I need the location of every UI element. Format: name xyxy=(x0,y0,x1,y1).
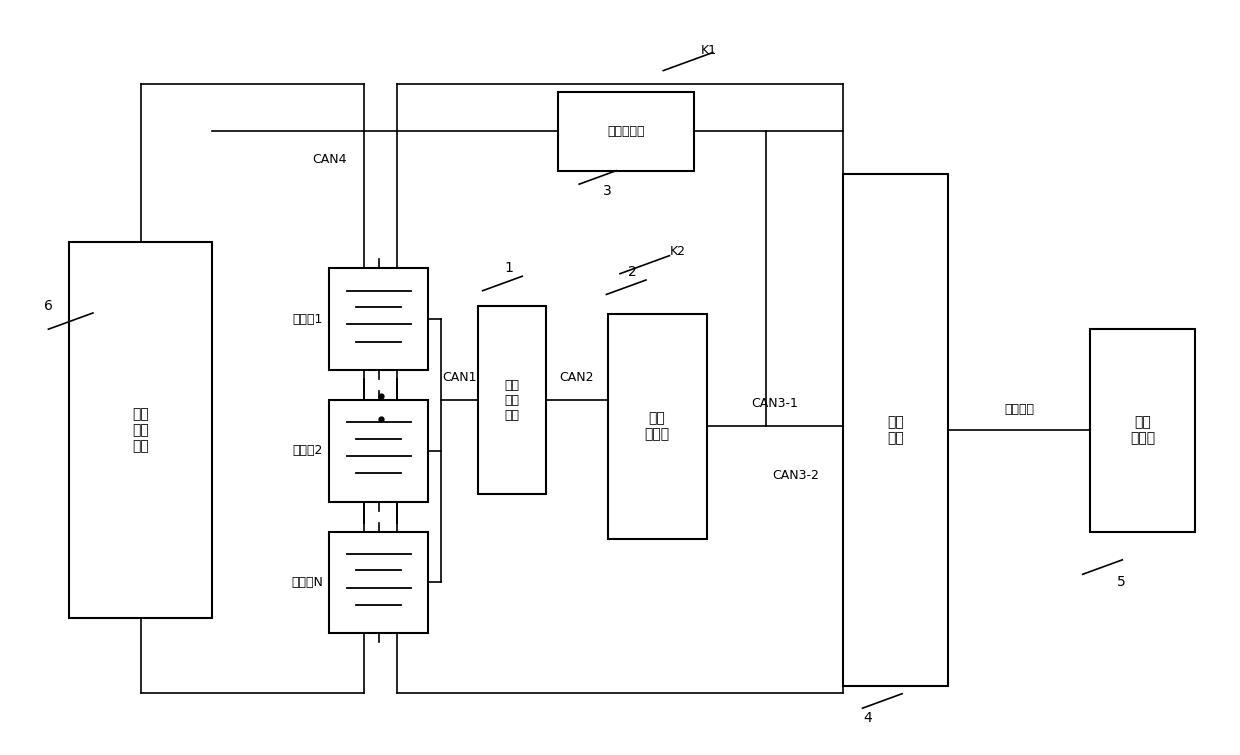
Bar xyxy=(1090,328,1195,532)
Text: 充放
电机: 充放 电机 xyxy=(887,415,904,445)
Text: 4: 4 xyxy=(863,710,872,725)
Text: CAN4: CAN4 xyxy=(312,153,346,166)
Text: CAN1: CAN1 xyxy=(441,371,476,384)
Text: 3: 3 xyxy=(603,184,613,198)
Text: 电池符2: 电池符2 xyxy=(293,445,324,458)
Text: 第三上位机: 第三上位机 xyxy=(608,125,645,137)
Bar xyxy=(843,174,947,686)
Text: 6: 6 xyxy=(43,299,53,313)
Text: 电池符N: 电池符N xyxy=(291,576,324,589)
Text: 2: 2 xyxy=(627,265,637,279)
Bar xyxy=(69,242,212,618)
Text: K1: K1 xyxy=(701,44,717,57)
Text: 以川通讯: 以川通讯 xyxy=(1004,402,1034,415)
Bar xyxy=(477,306,546,494)
Text: 温控
调节
装置: 温控 调节 装置 xyxy=(133,407,149,453)
Text: CAN3-1: CAN3-1 xyxy=(751,397,799,410)
Text: 5: 5 xyxy=(1117,575,1126,589)
Text: CAN3-2: CAN3-2 xyxy=(773,469,820,482)
Text: CAN2: CAN2 xyxy=(559,371,594,384)
Text: 第一
上位机: 第一 上位机 xyxy=(645,411,670,442)
Bar xyxy=(558,91,694,171)
Text: 电池
管理
模块: 电池 管理 模块 xyxy=(505,378,520,421)
Text: 电池符1: 电池符1 xyxy=(293,313,324,325)
Bar xyxy=(330,400,428,501)
Bar xyxy=(608,313,707,539)
Text: 1: 1 xyxy=(505,261,513,276)
Text: 第二
上位机: 第二 上位机 xyxy=(1130,415,1156,445)
Bar xyxy=(330,269,428,370)
Text: K2: K2 xyxy=(670,245,686,257)
Bar xyxy=(330,532,428,633)
